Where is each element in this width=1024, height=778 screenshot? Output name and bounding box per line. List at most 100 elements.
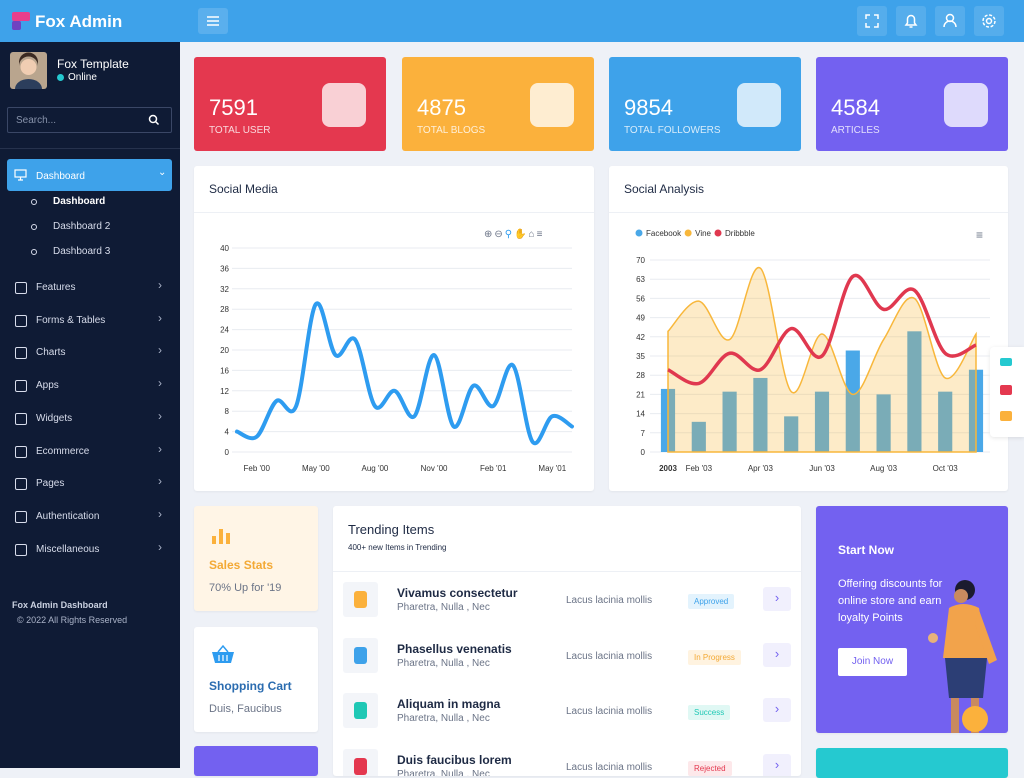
item-thumb [343, 693, 378, 728]
menu-icon [15, 347, 27, 360]
fullscreen-button[interactable] [857, 6, 887, 36]
menu-item[interactable]: Authentication › [0, 507, 180, 527]
row-action[interactable]: › [763, 698, 791, 722]
menu-item[interactable]: Charts › [0, 343, 180, 363]
basket-icon [212, 644, 234, 663]
item-category: Lacus lacinia mollis [566, 595, 653, 606]
menu-label: Pages [36, 478, 65, 490]
cyan-card [816, 748, 1008, 778]
notifications-button[interactable] [896, 6, 926, 36]
sales-title: Sales Stats [209, 558, 274, 572]
item-title: Phasellus venenatis [397, 641, 512, 656]
row-action[interactable]: › [763, 587, 791, 611]
fullscreen-icon [865, 14, 879, 28]
menu-label: Features [36, 282, 76, 293]
divider [0, 148, 180, 149]
stat-value: 4584 [831, 95, 880, 120]
search-box[interactable]: Search... [7, 107, 172, 133]
search-placeholder: Search... [16, 115, 57, 126]
stat-icon [322, 83, 366, 127]
active-menu-item[interactable]: Dashboard ⌄ [7, 159, 172, 191]
cart-text: Duis, Faucibus [209, 703, 282, 715]
chat-button[interactable] [962, 706, 988, 732]
tool-folder[interactable] [1000, 411, 1012, 421]
menu-icon [15, 380, 27, 393]
item-thumb [343, 582, 378, 617]
cart-title: Shopping Cart [209, 679, 292, 693]
footer-copyright: © 2022 All Rights Reserved [17, 615, 128, 625]
menu-item[interactable]: Apps › [0, 376, 180, 396]
submenu-item[interactable]: Dashboard 2 [53, 221, 111, 232]
trending-card: Trending Items 400+ new Items in Trendin… [333, 506, 801, 776]
menu-label: Dashboard [36, 171, 85, 182]
side-toolbar [990, 347, 1024, 437]
promo-card: Start Now Offering discounts for online … [816, 506, 1008, 733]
stat-label: TOTAL BLOGS [417, 125, 486, 136]
card-title: Social Analysis [624, 182, 705, 196]
cart-card: Shopping Cart Duis, Faucibus [194, 627, 318, 732]
chart-toolbar[interactable]: ⊕⊖⚲✋⌂≡ [484, 229, 545, 240]
item-thumb [343, 748, 378, 776]
stat-label: ARTICLES [831, 125, 880, 136]
stat-icon [530, 83, 574, 127]
menu-label: Forms & Tables [36, 314, 106, 326]
bars-icon [212, 529, 230, 544]
promo-text: Offering discounts for online store and … [838, 578, 943, 624]
row-action[interactable]: › [763, 642, 791, 667]
menu-label: Miscellaneous [36, 543, 100, 555]
item-category: Lacus lacinia mollis [566, 761, 653, 773]
settings-button[interactable] [974, 6, 1004, 36]
submenu-item[interactable]: Dashboard 3 [53, 246, 111, 257]
menu-toggle[interactable] [198, 8, 228, 34]
purple-card [194, 746, 318, 776]
trending-title: Trending Items [348, 522, 435, 537]
brand-logo [12, 12, 30, 30]
menu-item[interactable]: Forms & Tables › [0, 311, 180, 331]
menu-label: Charts [36, 347, 66, 359]
item-title: Duis faucibus lorem [397, 752, 512, 767]
brand[interactable]: Fox Admin [35, 12, 123, 31]
item-icon [354, 591, 367, 608]
item-category: Lacus lacinia mollis [566, 706, 653, 717]
menu-item[interactable]: Pages › [0, 474, 180, 494]
stat-card: 4584 ARTICLES [816, 57, 1008, 151]
menu-item[interactable]: Miscellaneous › [0, 540, 180, 560]
menu-item[interactable]: Ecommerce › [0, 442, 180, 462]
join-button[interactable]: Join Now [838, 648, 907, 676]
bell-icon [904, 14, 918, 28]
tool-camera[interactable] [1000, 358, 1012, 366]
stat-value: 7591 [209, 95, 258, 120]
chevron: › [158, 506, 162, 521]
stat-icon [737, 83, 781, 127]
hamburger-icon [207, 16, 219, 26]
row-action[interactable]: › [763, 753, 791, 776]
submenu-dot [31, 199, 37, 205]
menu-icon [15, 282, 27, 294]
promo-title: Start Now [838, 543, 895, 557]
status-badge: Approved [688, 594, 735, 609]
social-analysis-card: Social Analysis ≡ [609, 166, 1008, 491]
stat-value: 9854 [624, 95, 673, 120]
submenu-dot [31, 249, 37, 255]
trending-subtitle: 400+ new Items in Trending [348, 543, 447, 552]
submenu-dot [31, 224, 37, 230]
chart-menu[interactable]: ≡ [976, 228, 984, 242]
user-name: Fox Template [57, 57, 129, 71]
submenu-item[interactable]: Dashboard [53, 196, 106, 207]
menu-label: Ecommerce [36, 445, 90, 457]
chevron: › [158, 474, 162, 489]
menu-item[interactable]: Widgets › [0, 409, 180, 429]
chevron-down: ⌄ [158, 167, 167, 178]
item-title: Aliquam in magna [397, 697, 501, 711]
social-media-card: Social Media ⊕⊖⚲✋⌂≡ [194, 166, 594, 491]
item-subtitle: Pharetra, Nulla , Nec [397, 713, 490, 724]
user-status: Online [68, 72, 97, 83]
menu-icon [15, 412, 27, 425]
item-subtitle: Pharetra, Nulla , Nec [397, 768, 490, 777]
tool-image[interactable] [1000, 385, 1012, 395]
chevron: › [158, 441, 162, 456]
chevron: › [158, 310, 162, 325]
menu-item[interactable]: Features › [0, 278, 180, 298]
profile-button[interactable] [935, 6, 965, 36]
